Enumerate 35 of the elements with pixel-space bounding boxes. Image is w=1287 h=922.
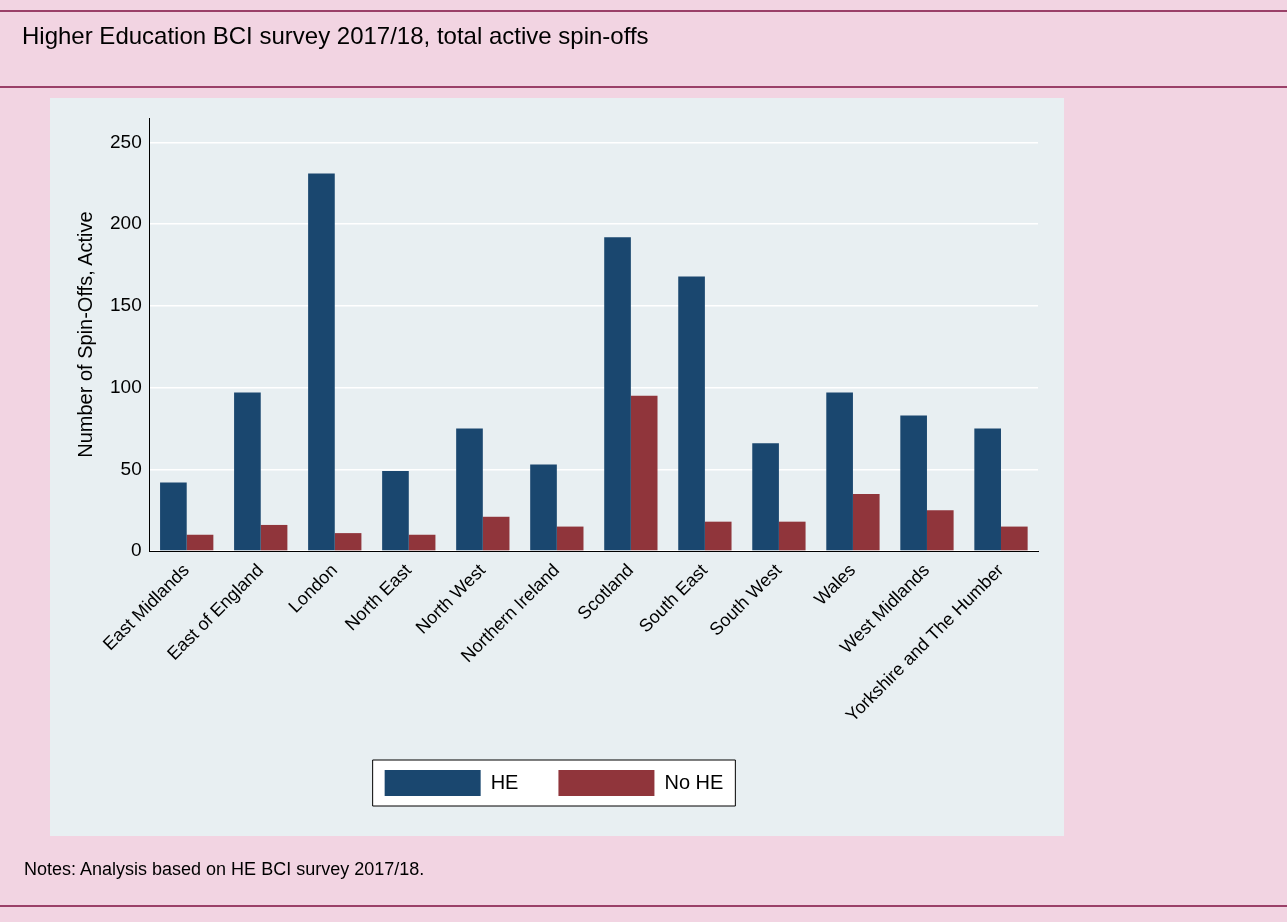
legend-label: No HE <box>664 770 724 793</box>
y-tick-label: 250 <box>110 130 142 152</box>
bar <box>260 524 288 551</box>
y-tick-label: 100 <box>110 375 142 397</box>
bar <box>334 533 362 551</box>
bar <box>530 464 557 551</box>
bar <box>826 392 853 551</box>
bar <box>604 237 631 551</box>
bar <box>456 428 483 551</box>
bar <box>308 173 335 551</box>
bar <box>382 471 409 551</box>
y-tick-label: 50 <box>120 457 142 479</box>
chart-title: Higher Education BCI survey 2017/18, total active spin-offs <box>0 10 1287 88</box>
bar <box>974 428 1001 551</box>
bar <box>778 521 806 551</box>
legend-label: HE <box>490 770 519 793</box>
y-tick-label: 150 <box>110 294 142 316</box>
bar <box>482 516 510 551</box>
bar <box>630 395 658 551</box>
bar <box>926 510 954 551</box>
bar <box>234 392 261 551</box>
bar <box>160 482 187 551</box>
bar <box>186 534 214 551</box>
y-tick-label: 200 <box>110 212 142 234</box>
bar <box>408 534 436 551</box>
bar <box>752 443 779 551</box>
y-axis-title: Number of Spin-Offs, Active <box>73 211 96 458</box>
y-tick-label: 0 <box>131 539 142 561</box>
bar <box>1000 526 1028 551</box>
bar <box>678 276 705 551</box>
bar <box>704 521 732 551</box>
text: Notes: Analysis based on HE BCI survey 2017/18. <box>0 855 1287 907</box>
bar <box>900 415 927 551</box>
bar <box>556 526 584 551</box>
bar <box>852 493 880 551</box>
